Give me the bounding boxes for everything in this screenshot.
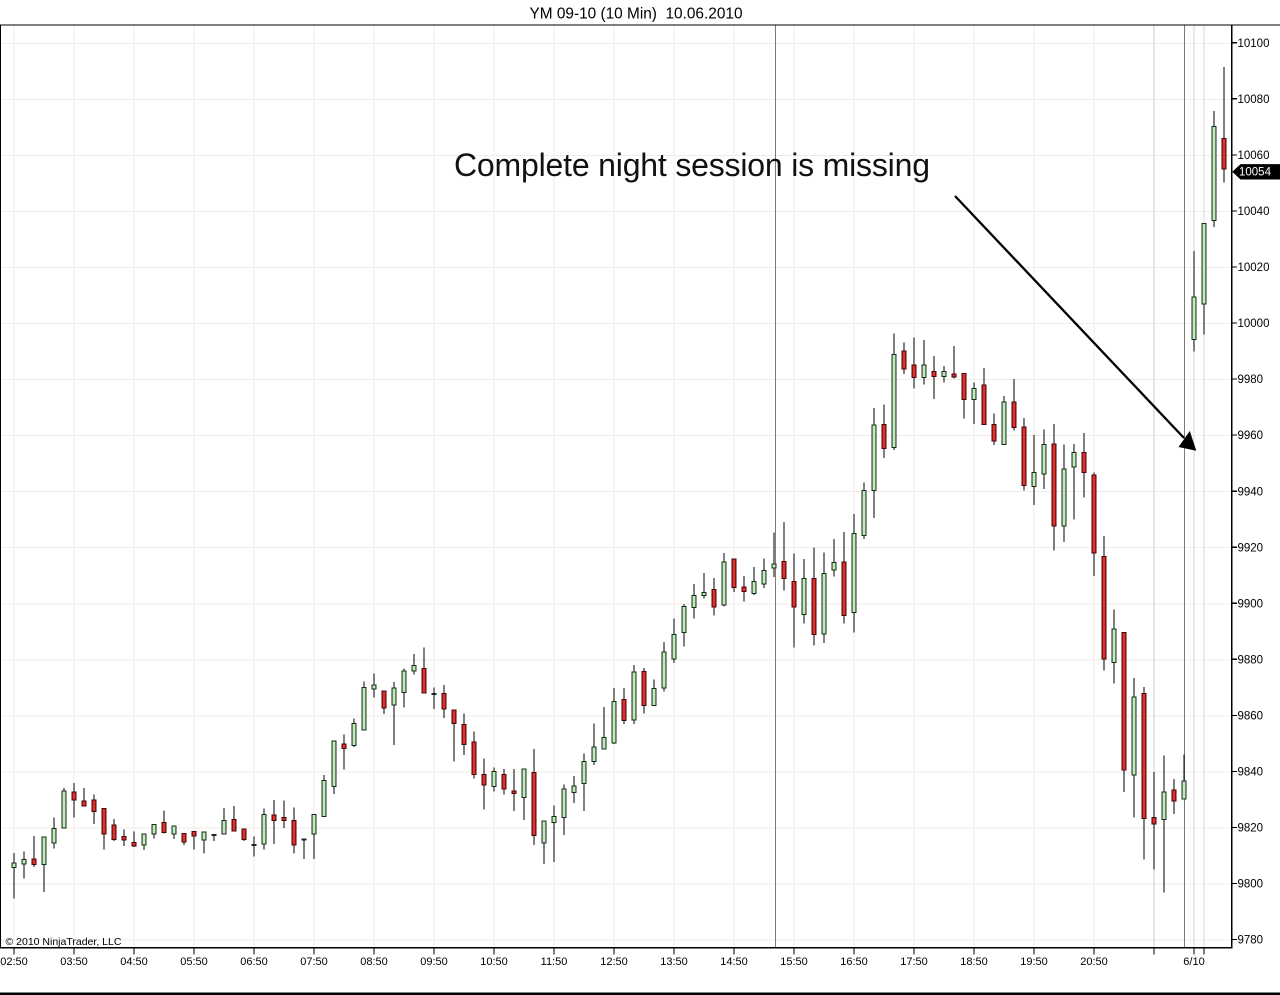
svg-text:10:50: 10:50 <box>480 956 508 968</box>
svg-text:9840: 9840 <box>1238 767 1264 779</box>
svg-text:11:50: 11:50 <box>541 956 568 968</box>
svg-text:YM 09-10 (10 Min) 10.06.2010: YM 09-10 (10 Min) 10.06.2010 <box>529 6 742 23</box>
svg-text:© 2010 NinjaTrader, LLC: © 2010 NinjaTrader, LLC <box>6 936 122 948</box>
svg-text:9980: 9980 <box>1238 374 1264 386</box>
svg-text:9860: 9860 <box>1238 711 1264 723</box>
svg-text:13:50: 13:50 <box>660 956 688 968</box>
svg-text:04:50: 04:50 <box>120 956 148 968</box>
svg-text:9820: 9820 <box>1238 823 1264 835</box>
svg-text:03:50: 03:50 <box>60 956 88 968</box>
svg-text:9960: 9960 <box>1238 430 1264 442</box>
svg-text:10100: 10100 <box>1238 38 1270 50</box>
svg-text:10080: 10080 <box>1238 94 1270 106</box>
svg-text:10060: 10060 <box>1238 150 1270 162</box>
svg-text:9800: 9800 <box>1238 879 1264 891</box>
svg-text:9880: 9880 <box>1238 654 1264 666</box>
svg-text:9920: 9920 <box>1238 542 1264 554</box>
svg-text:10054: 10054 <box>1239 167 1272 179</box>
svg-text:20:50: 20:50 <box>1080 956 1108 968</box>
svg-text:02:50: 02:50 <box>0 956 28 968</box>
svg-text:18:50: 18:50 <box>960 956 988 968</box>
svg-text:09:50: 09:50 <box>420 956 448 968</box>
svg-text:10040: 10040 <box>1238 206 1270 218</box>
svg-text:08:50: 08:50 <box>360 956 388 968</box>
svg-text:14:50: 14:50 <box>720 956 748 968</box>
svg-text:9780: 9780 <box>1238 935 1264 947</box>
svg-text:Complete night session is miss: Complete night session is missing <box>454 147 930 183</box>
svg-text:15:50: 15:50 <box>780 956 808 968</box>
svg-text:9940: 9940 <box>1238 486 1264 498</box>
svg-text:12:50: 12:50 <box>600 956 628 968</box>
svg-text:10020: 10020 <box>1238 262 1270 274</box>
svg-text:06:50: 06:50 <box>240 956 268 968</box>
svg-text:16:50: 16:50 <box>840 956 868 968</box>
svg-text:05:50: 05:50 <box>180 956 208 968</box>
svg-text:6/10: 6/10 <box>1183 956 1204 968</box>
svg-text:9900: 9900 <box>1238 598 1264 610</box>
svg-text:10000: 10000 <box>1238 318 1270 330</box>
svg-text:19:50: 19:50 <box>1020 956 1048 968</box>
svg-text:17:50: 17:50 <box>900 956 928 968</box>
svg-text:07:50: 07:50 <box>300 956 328 968</box>
